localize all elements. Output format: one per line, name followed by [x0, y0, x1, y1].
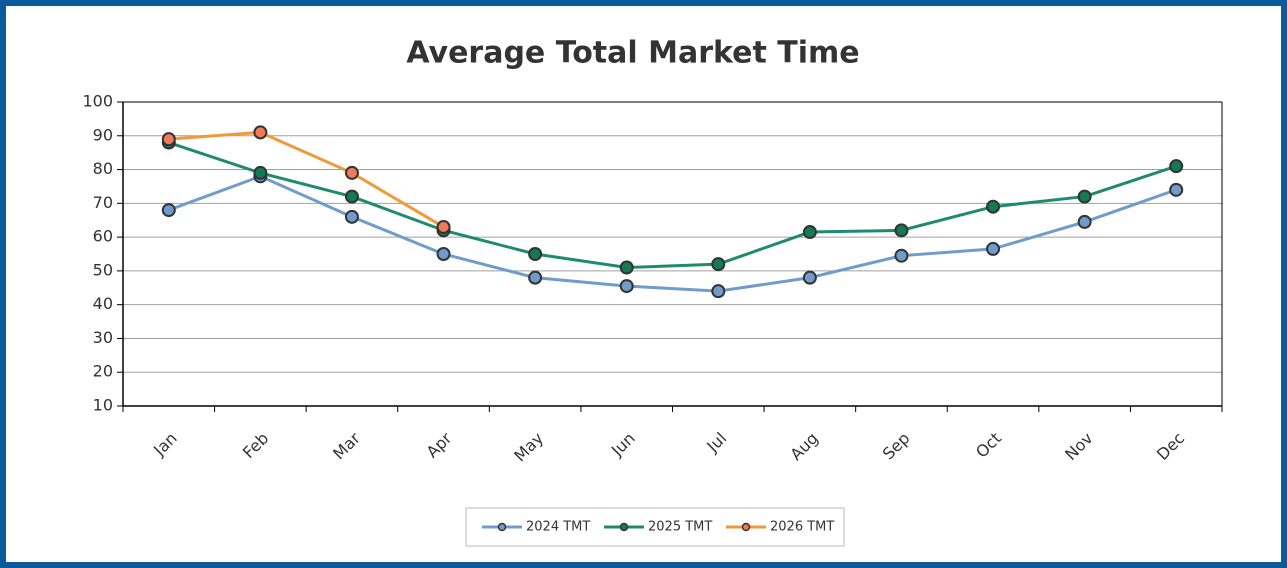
x-tick-label: Oct	[972, 429, 1005, 462]
point-marker	[894, 223, 909, 238]
point-marker	[1077, 189, 1092, 204]
point-marker	[436, 247, 451, 261]
y-tick-label: 40	[93, 294, 113, 313]
y-tick-label: 90	[93, 125, 113, 144]
y-tick-label: 60	[93, 227, 113, 246]
series-line	[168, 130, 445, 229]
point-marker	[528, 247, 543, 261]
point-marker	[619, 279, 634, 294]
legend-marker	[741, 522, 751, 532]
x-tick-label: Aug	[786, 429, 822, 465]
x-tick-label: Sep	[879, 429, 914, 464]
point-marker	[344, 165, 359, 180]
y-tick-label: 80	[93, 159, 113, 178]
y-tick-label: 50	[93, 260, 113, 279]
point-marker	[1077, 214, 1092, 229]
legend-box	[465, 507, 845, 547]
point-marker	[802, 225, 817, 240]
y-tick-label: 20	[93, 362, 113, 381]
y-tick-label: 10	[93, 396, 113, 415]
series-line	[168, 141, 1177, 270]
legend-label: 2026 TMT	[770, 520, 834, 535]
point-marker	[161, 203, 176, 218]
y-tick-label: 70	[93, 193, 113, 212]
point-marker	[253, 165, 268, 180]
chart-title: Average Total Market Time	[406, 36, 859, 71]
series-line	[168, 174, 1177, 293]
point-marker	[619, 260, 634, 275]
point-marker	[436, 219, 451, 234]
x-tick-label: Mar	[329, 428, 364, 463]
point-marker	[1169, 159, 1184, 174]
point-marker	[1169, 182, 1184, 197]
point-marker	[711, 284, 726, 299]
point-marker	[986, 199, 1001, 214]
x-tick-label: May	[510, 429, 547, 466]
legend: 2024 TMT 2025 TMT 2026 TMT	[465, 507, 845, 547]
point-marker	[986, 241, 1001, 256]
point-marker	[344, 189, 359, 204]
point-marker	[161, 132, 176, 147]
point-marker	[894, 248, 909, 263]
y-tick-label: 100	[82, 92, 113, 111]
y-tick-label: 30	[93, 328, 113, 347]
x-tick-label: Jan	[149, 429, 181, 461]
chart: Average Total Market Time 10 20 30 40 50 60 70…	[82, 36, 1223, 547]
x-tick-label: Nov	[1061, 429, 1097, 465]
x-tick-label: Feb	[239, 429, 272, 462]
point-marker	[528, 270, 543, 285]
legend-marker	[497, 522, 507, 532]
legend-label: 2024 TMT	[526, 520, 590, 535]
x-tick-label: Apr	[423, 428, 456, 461]
x-tick-label: Jul	[703, 429, 731, 457]
x-tick-label: Jun	[607, 429, 639, 461]
legend-marker	[619, 522, 629, 532]
point-marker	[253, 125, 268, 140]
point-marker	[711, 257, 726, 272]
point-marker	[344, 209, 359, 224]
legend-label: 2025 TMT	[648, 520, 712, 535]
point-marker	[802, 270, 817, 285]
x-tick-label: Dec	[1153, 429, 1188, 464]
